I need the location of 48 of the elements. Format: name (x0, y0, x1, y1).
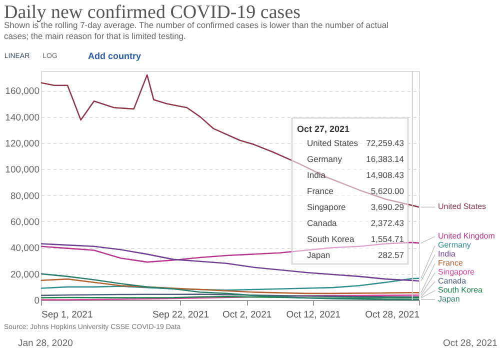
annotation: South Korea (307, 234, 355, 244)
text: United Kingdom (438, 232, 496, 241)
y-tick-label: 20,000 (10, 269, 40, 280)
annotation: 282.57 (378, 250, 404, 260)
x-tick-label: Sep 22, 2021 (152, 310, 210, 320)
text: Germany (438, 240, 471, 250)
annotation: 1,554.71 (370, 234, 404, 244)
x-tick-label: Oct 12, 2021 (286, 310, 341, 320)
text: Add country (88, 51, 141, 61)
line-series (40, 243, 420, 282)
annotation: 2,372.43 (370, 218, 404, 228)
text: Japan (438, 294, 460, 304)
text: Canada (438, 276, 467, 286)
text: India (438, 250, 456, 259)
text: Oct 28, 2021 (443, 338, 498, 349)
y-tick-label: 120,000 (5, 138, 40, 150)
annotation: 14,908.43 (366, 170, 404, 180)
annotation: 3,690.29 (370, 202, 404, 212)
annotation: Oct 27, 2021 (297, 124, 350, 134)
x-tick-label: Oct 28, 2021 (365, 310, 420, 320)
annotation: India (307, 170, 326, 180)
annotation: 72,259.43 (366, 138, 404, 148)
text: South Korea (438, 286, 484, 295)
line-series (40, 278, 420, 294)
line-series (40, 242, 420, 263)
y-tick-label: 40,000 (10, 243, 40, 254)
y-tick-label: 0 (34, 296, 40, 306)
annotation: Canada (307, 218, 338, 228)
x-tick-label: Sep 1, 2021 (42, 310, 93, 320)
text: Jan 28, 2020 (18, 338, 73, 349)
y-tick-label: 80,000 (10, 190, 40, 202)
text: United States (438, 202, 486, 212)
y-tick-label: 60,000 (10, 216, 40, 228)
annotation: Singapore (307, 202, 346, 212)
annotation: 5,620.00 (370, 186, 404, 196)
y-tick-label: 160,000 (5, 86, 40, 98)
text: Singapore (438, 268, 476, 277)
x-tick-label: Oct 2, 2021 (222, 310, 272, 320)
line-series (40, 278, 420, 291)
y-tick-label: 100,000 (5, 164, 40, 176)
annotation: Japan (307, 250, 330, 260)
annotation: United States (307, 138, 358, 148)
annotation: Germany (307, 154, 343, 164)
annotation: 16,383.14 (366, 154, 404, 164)
annotation: France (307, 186, 334, 196)
y-tick-label: 140,000 (5, 112, 40, 124)
text: France (438, 258, 464, 268)
chart-title: Daily new confirmed COVID-19 cases (4, 2, 301, 23)
